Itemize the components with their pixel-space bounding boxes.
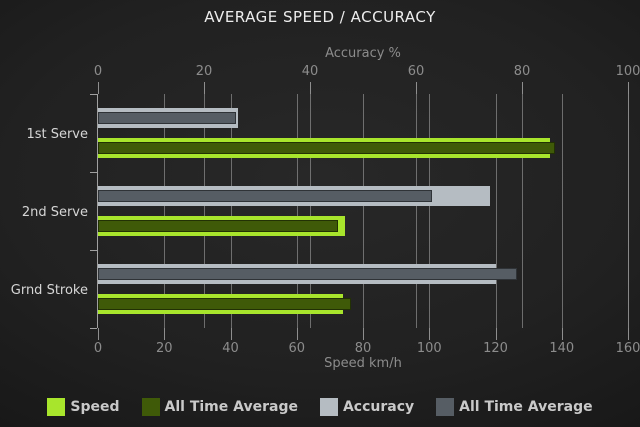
category-label: 1st Serve bbox=[26, 127, 88, 142]
bottom-axis-tick-label: 80 bbox=[354, 341, 372, 356]
bottom-axis-tick-label: 60 bbox=[288, 341, 306, 356]
top-axis-tick-label: 100 bbox=[615, 64, 640, 79]
bar-accuracy-alltime bbox=[98, 190, 432, 202]
top-axis-tick-mark bbox=[416, 82, 417, 94]
top-axis-tick-label: 60 bbox=[407, 64, 425, 79]
top-axis-tick-label: 20 bbox=[195, 64, 213, 79]
legend-swatch bbox=[47, 398, 66, 416]
bottom-axis-tick-mark bbox=[296, 328, 298, 340]
y-axis-tick-mark bbox=[90, 250, 97, 251]
top-axis-tick-mark bbox=[522, 82, 523, 94]
legend-item: Accuracy bbox=[319, 398, 415, 416]
bottom-axis-tick-mark bbox=[561, 328, 563, 340]
gridline-vertical bbox=[628, 94, 629, 328]
bottom-axis-tick-label: 120 bbox=[483, 341, 508, 356]
bottom-axis-tick-mark bbox=[230, 328, 232, 340]
bottom-axis-tick-mark bbox=[98, 328, 99, 340]
legend-item: All Time Average bbox=[141, 398, 298, 416]
y-axis-line bbox=[97, 94, 98, 328]
chart-title: AVERAGE SPEED / ACCURACY bbox=[204, 8, 436, 26]
category-label: 2nd Serve bbox=[21, 205, 88, 220]
bottom-axis-tick-label: 100 bbox=[416, 341, 442, 356]
gridline-vertical bbox=[296, 94, 298, 328]
top-axis-tick-label: 0 bbox=[93, 64, 103, 79]
top-axis-tick-mark bbox=[204, 82, 205, 94]
bar-accuracy-alltime bbox=[98, 268, 517, 280]
bar-speed-alltime bbox=[98, 298, 352, 310]
category-label: Grnd Stroke bbox=[10, 283, 88, 298]
top-axis-tick-label: 80 bbox=[513, 64, 531, 79]
gridline-vertical bbox=[164, 94, 166, 328]
legend-label: Accuracy bbox=[342, 399, 415, 415]
legend: Speed All Time Average Accuracy All Time Av… bbox=[0, 398, 640, 416]
y-axis-tick-mark bbox=[90, 94, 97, 95]
gridline-vertical bbox=[495, 94, 497, 328]
bottom-axis-tick-label: 160 bbox=[615, 341, 640, 356]
legend-swatch bbox=[141, 398, 160, 416]
bottom-axis-title: Speed km/h bbox=[324, 356, 402, 371]
y-axis-tick-mark bbox=[90, 172, 97, 173]
gridline-vertical bbox=[429, 94, 431, 328]
bottom-axis-tick-label: 0 bbox=[93, 341, 103, 356]
bottom-axis-tick-mark bbox=[363, 328, 364, 340]
bottom-axis-tick-label: 40 bbox=[222, 341, 239, 356]
gridline-vertical bbox=[561, 94, 563, 328]
legend-item: Speed bbox=[47, 398, 120, 416]
bottom-axis-tick-mark bbox=[429, 328, 431, 340]
top-axis-title: Accuracy % bbox=[325, 46, 401, 61]
top-axis-tick-mark bbox=[310, 82, 311, 94]
legend-swatch bbox=[319, 398, 338, 416]
gridline-vertical bbox=[310, 94, 311, 328]
gridline-vertical bbox=[204, 94, 205, 328]
top-axis-tick-mark bbox=[628, 82, 629, 94]
top-axis-tick-label: 40 bbox=[301, 64, 319, 79]
bottom-axis-tick-label: 20 bbox=[155, 341, 173, 356]
legend-label: All Time Average bbox=[164, 399, 298, 415]
gridline-vertical bbox=[230, 94, 232, 328]
legend-swatch bbox=[436, 398, 455, 416]
gridline-vertical bbox=[522, 94, 523, 328]
bottom-axis-tick-mark bbox=[495, 328, 497, 340]
legend-item: All Time Average bbox=[436, 398, 593, 416]
gridline-vertical bbox=[416, 94, 417, 328]
bottom-axis-tick-label: 140 bbox=[549, 341, 575, 356]
gridline-vertical bbox=[363, 94, 364, 328]
bar-accuracy-alltime bbox=[98, 112, 236, 124]
legend-label: All Time Average bbox=[459, 399, 593, 415]
bottom-axis-tick-mark bbox=[628, 328, 629, 340]
bottom-axis-tick-mark bbox=[164, 328, 166, 340]
bar-speed-alltime bbox=[98, 142, 556, 154]
top-axis-tick-mark bbox=[98, 82, 99, 94]
legend-label: Speed bbox=[70, 399, 120, 415]
bar-speed-alltime bbox=[98, 220, 339, 232]
y-axis-tick-mark bbox=[90, 328, 97, 329]
